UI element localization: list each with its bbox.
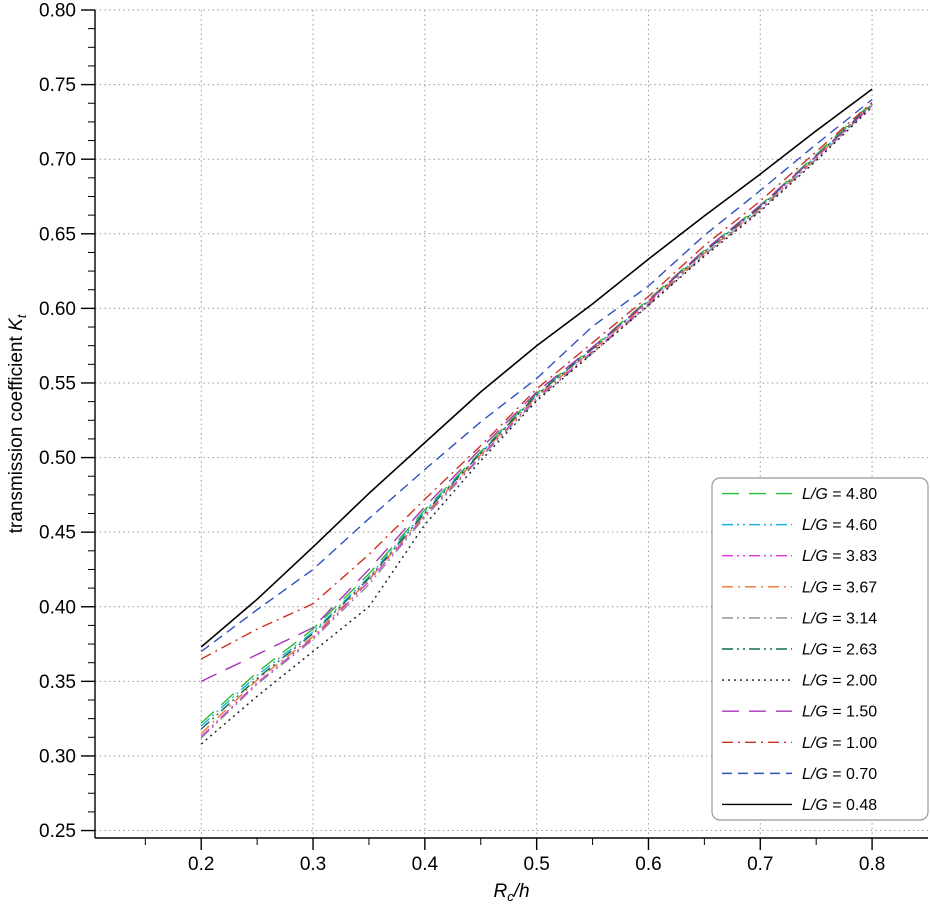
legend-label: L/G = 0.48 — [802, 797, 877, 814]
x-tick-label: 0.8 — [859, 854, 885, 875]
series-line — [200, 98, 873, 653]
x-tick-label: 0.6 — [635, 854, 661, 875]
x-tick-label: 0.7 — [747, 854, 773, 875]
legend-label: L/G = 3.83 — [802, 548, 877, 565]
y-tick-label: 0.25 — [39, 821, 76, 842]
x-tick-label: 0.2 — [188, 854, 214, 875]
series-line — [200, 103, 873, 735]
y-axis-title: transmission coefficient Kt — [6, 313, 29, 533]
y-tick-label: 0.65 — [39, 224, 76, 245]
legend-label: L/G = 2.63 — [802, 642, 877, 659]
y-tick-label: 0.40 — [39, 597, 76, 618]
x-tick-label: 0.4 — [412, 854, 439, 875]
y-tick-label: 0.70 — [39, 150, 76, 171]
legend-label: L/G = 0.70 — [802, 766, 877, 783]
y-tick-label: 0.55 — [39, 373, 76, 394]
series-line — [200, 106, 873, 745]
series-line — [200, 104, 873, 683]
series-line — [200, 103, 873, 730]
y-tick-label: 0.50 — [39, 448, 76, 469]
y-tick-label: 0.35 — [39, 672, 76, 693]
x-tick-label: 0.5 — [523, 854, 549, 875]
legend-label: L/G = 4.60 — [802, 517, 877, 534]
x-tick-label: 0.3 — [300, 854, 326, 875]
legend-label: L/G = 3.67 — [802, 579, 877, 596]
series-line — [200, 88, 873, 648]
legend — [711, 477, 929, 821]
legend-label: L/G = 4.80 — [802, 486, 877, 503]
legend-label: L/G = 3.14 — [802, 610, 877, 627]
legend-label: L/G = 2.00 — [802, 673, 877, 690]
x-axis-title: Rc/h — [493, 881, 529, 904]
y-tick-label: 0.75 — [39, 75, 76, 96]
y-tick-label: 0.80 — [39, 1, 76, 22]
y-tick-label: 0.60 — [39, 299, 76, 320]
y-tick-label: 0.30 — [39, 746, 76, 767]
legend-label: L/G = 1.00 — [802, 735, 877, 752]
legend-label: L/G = 1.50 — [802, 704, 877, 721]
y-tick-label: 0.45 — [39, 523, 76, 544]
series-line — [200, 101, 873, 660]
